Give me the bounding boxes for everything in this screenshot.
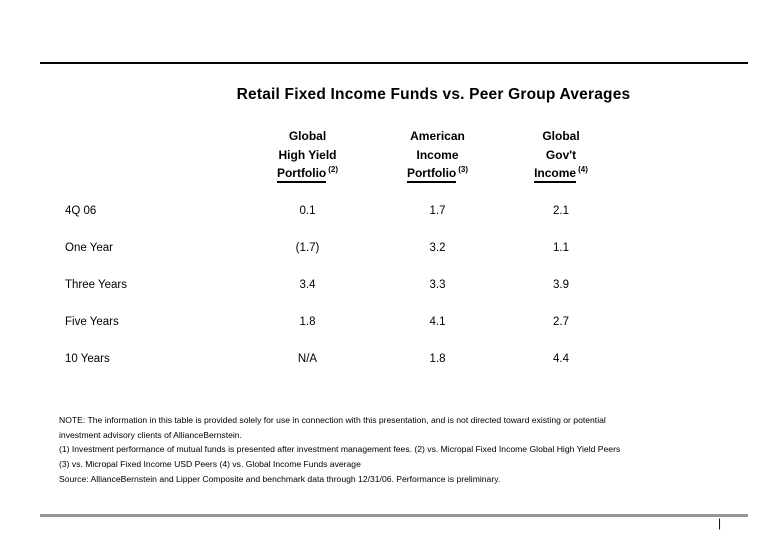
table-cell: N/A — [297, 352, 318, 365]
row-label: One Year — [65, 241, 113, 254]
header-line: Portfolio (3) — [370, 164, 505, 185]
header-spacer — [65, 127, 245, 185]
row-label: Three Years — [65, 278, 128, 291]
header-underlined-word: Portfolio — [276, 166, 327, 183]
table-cell: 4.4 — [553, 352, 569, 365]
table-header-row: Global High Yield Portfolio (2) American … — [65, 127, 617, 185]
table-cell: 1.8 — [299, 315, 316, 328]
header-underlined-word: Income — [534, 166, 577, 183]
table-cell: 4.1 — [429, 315, 446, 328]
top-rule-divider — [40, 62, 748, 64]
column-header-american-income: American Income Portfolio (3) — [370, 127, 505, 185]
table-cell: 1.1 — [553, 241, 569, 254]
footnote-note-line-2: investment advisory clients of AllianceB… — [59, 429, 242, 440]
page-title: Retail Fixed Income Funds vs. Peer Group… — [236, 86, 631, 103]
column-header-global-high-yield: Global High Yield Portfolio (2) — [245, 127, 370, 185]
header-line: Gov't — [545, 147, 577, 162]
header-line: Global — [288, 129, 327, 143]
footnote-note-line-1: NOTE: The information in this table is p… — [59, 415, 606, 425]
table-cell: 1.7 — [429, 204, 446, 217]
column-header-global-govt-income: Global Gov't Income (4) — [505, 127, 617, 185]
table-cell: 1.8 — [429, 352, 446, 365]
table-cell: (1.7) — [295, 241, 320, 254]
performance-table: Global High Yield Portfolio (2) American … — [65, 127, 617, 390]
table-cell: 0.1 — [299, 204, 316, 217]
table-row: One Year (1.7) 3.2 1.1 — [65, 242, 617, 279]
footnotes: NOTE: The information in this table is p… — [59, 413, 739, 487]
table-cell: 3.2 — [429, 241, 446, 254]
table-body: 4Q 06 0.1 1.7 2.1 One Year (1.7) 3.2 1.1… — [65, 205, 617, 390]
header-line: Income — [416, 147, 459, 162]
header-line: American — [410, 129, 465, 143]
table-row: 10 Years N/A 1.8 4.4 — [65, 353, 617, 390]
header-underlined-word: Portfolio — [406, 166, 457, 183]
footnote-definitions-line-2: (3) vs. Micropal Fixed Income USD Peers … — [59, 459, 361, 470]
row-label: Five Years — [65, 315, 119, 328]
page-number-mark: | — [718, 516, 722, 530]
table-cell: 2.1 — [553, 204, 569, 217]
footnote-ref: (2) — [328, 165, 339, 174]
table-row: Five Years 1.8 4.1 2.7 — [65, 316, 617, 353]
row-label: 10 Years — [65, 352, 110, 365]
footnote-definitions-line-1: (1) Investment performance of mutual fun… — [59, 444, 621, 455]
table-cell: 3.9 — [553, 278, 569, 291]
table-row: Three Years 3.4 3.3 3.9 — [65, 279, 617, 316]
footnote-source-line: Source: AllianceBernstein and Lipper Com… — [59, 473, 501, 484]
footnote-ref: (3) — [458, 165, 469, 174]
header-line: Portfolio (2) — [245, 164, 370, 185]
table-cell: 3.3 — [429, 278, 446, 291]
header-line: Global — [542, 129, 580, 143]
header-line: Income (4) — [505, 164, 617, 185]
bottom-rule-divider — [40, 514, 748, 517]
table-row: 4Q 06 0.1 1.7 2.1 — [65, 205, 617, 242]
row-label: 4Q 06 — [65, 204, 97, 217]
header-line: High Yield — [278, 147, 337, 162]
table-cell: 2.7 — [553, 315, 569, 328]
table-cell: 3.4 — [299, 278, 316, 291]
footnote-ref: (4) — [578, 165, 588, 174]
